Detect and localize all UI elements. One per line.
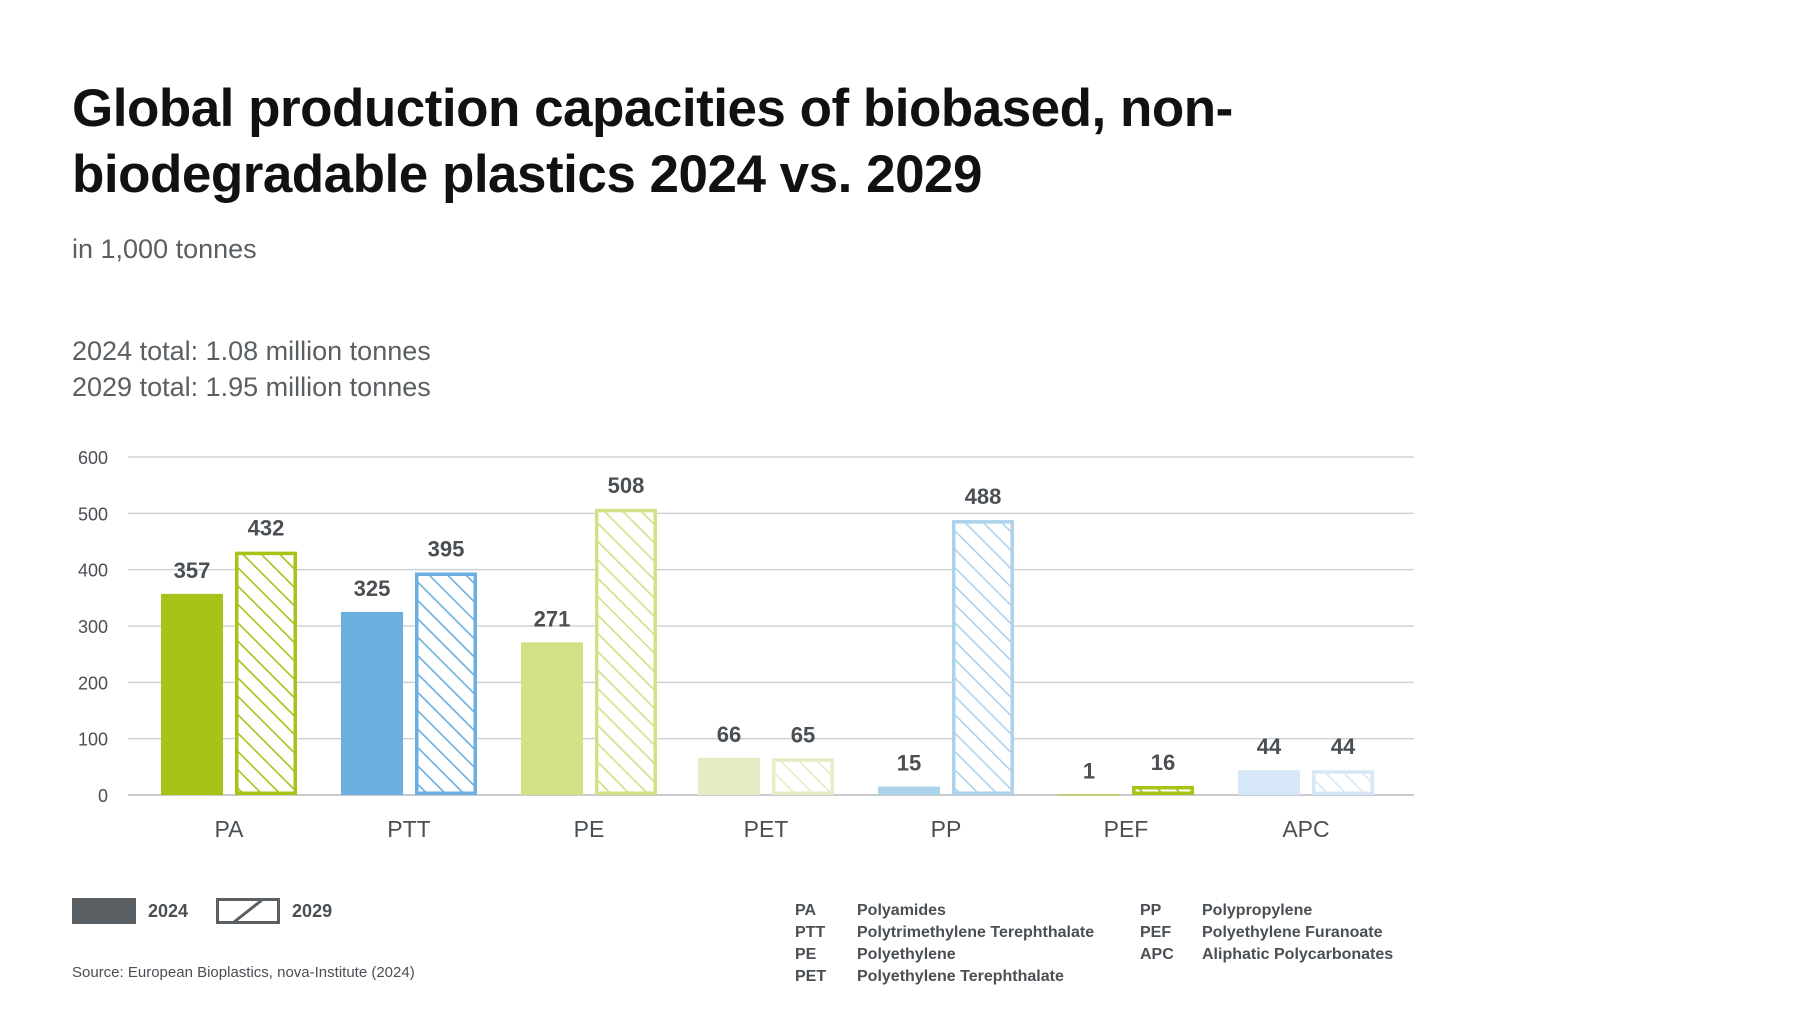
abbr-code: PP <box>1140 902 1162 919</box>
data-labels: 357 432 325 395 271 508 66 65 15 488 1 16 44 44 <box>174 473 1356 784</box>
bar-2029-pe <box>595 508 657 795</box>
legend-label-2024: 2024 <box>148 900 189 921</box>
y-tick-label: 400 <box>78 561 108 581</box>
data-label-2029-pa: 432 <box>248 516 285 541</box>
abbr-row: PTT Polytrimethylene Terephthalate <box>795 922 1094 944</box>
abbr-name: Polyethylene Terephthalate <box>857 968 1064 985</box>
abbreviations-right: PP Polypropylene PEF Polyethylene Furanoat… <box>1140 900 1393 966</box>
y-axis-ticks: 0 100 200 300 400 500 600 <box>78 448 108 806</box>
abbr-name: Polypropylene <box>1202 902 1313 919</box>
data-label-2024-pa: 357 <box>174 558 211 583</box>
abbr-row: PEF Polyethylene Furanoate <box>1140 922 1393 944</box>
bars <box>161 508 1374 796</box>
bar-2024-pet <box>698 757 760 795</box>
y-tick-label: 0 <box>98 786 108 806</box>
bar-2024-pa <box>161 593 223 795</box>
bar-2024-pef <box>1058 794 1120 796</box>
x-tick-label-pp: PP <box>931 816 962 842</box>
data-label-2029-apc: 44 <box>1331 734 1356 759</box>
data-label-2024-apc: 44 <box>1257 734 1282 759</box>
x-axis-ticks: PA PTT PE PET PP PEF APC <box>215 816 1330 842</box>
data-label-2024-pp: 15 <box>897 751 921 776</box>
bar-2029-pa <box>235 551 297 796</box>
abbr-row: PP Polypropylene <box>1140 900 1393 922</box>
x-tick-label-pet: PET <box>744 816 789 842</box>
bar-2029-apc <box>1312 770 1374 795</box>
y-tick-label: 300 <box>78 617 108 637</box>
legend-item-2029: 2029 <box>216 898 332 924</box>
legend-label-2029: 2029 <box>292 900 333 921</box>
abbr-code: PE <box>795 946 817 963</box>
abbr-name: Aliphatic Polycarbonates <box>1202 946 1394 963</box>
bar-2029-pet <box>772 758 834 796</box>
chart-subtitle: in 1,000 tonnes <box>72 234 257 264</box>
bar-2029-pp <box>952 520 1014 795</box>
data-label-2024-pet: 66 <box>717 722 741 747</box>
data-label-2024-pef: 1 <box>1083 758 1095 783</box>
y-tick-label: 500 <box>78 504 108 524</box>
x-tick-label-pa: PA <box>215 816 245 842</box>
data-label-2024-pe: 271 <box>534 606 571 631</box>
bar-2024-pe <box>521 642 583 795</box>
x-tick-label-apc: APC <box>1282 816 1329 842</box>
abbreviations-left: PA Polyamides PTT Polytrimethylene Terepht… <box>795 900 1094 988</box>
legend: 2024 2029 <box>72 896 360 926</box>
legend-item-2024: 2024 <box>72 898 188 924</box>
chart-title: Global production capacities of biobased… <box>72 79 1233 204</box>
legend-swatch-2029 <box>216 898 281 924</box>
abbr-code: PET <box>795 968 827 985</box>
y-tick-label: 600 <box>78 448 108 468</box>
abbr-name: Polyethylene <box>857 946 956 963</box>
abbr-row: PA Polyamides <box>795 900 1094 922</box>
source-note: Source: European Bioplastics, nova-Insti… <box>72 964 415 981</box>
y-tick-label: 100 <box>78 730 108 750</box>
y-tick-label: 200 <box>78 673 108 693</box>
abbr-code: PTT <box>795 924 826 941</box>
totals-block: 2024 total: 1.08 million tonnes 2029 tot… <box>72 333 431 405</box>
abbr-name: Polyamides <box>857 902 946 919</box>
abbr-code: PA <box>795 902 817 919</box>
abbr-code: APC <box>1140 946 1174 963</box>
data-label-2029-ptt: 395 <box>428 536 465 561</box>
data-label-2029-pef: 16 <box>1151 750 1175 775</box>
total-2024: 2024 total: 1.08 million tonnes <box>72 336 431 366</box>
data-label-2024-ptt: 325 <box>354 576 391 601</box>
bar-2029-ptt <box>415 572 477 795</box>
total-2029: 2029 total: 1.95 million tonnes <box>72 372 431 402</box>
x-tick-label-ptt: PTT <box>387 816 430 842</box>
bar-2024-pp <box>878 786 940 795</box>
data-label-2029-pe: 508 <box>608 473 645 498</box>
bar-2024-apc <box>1238 770 1300 795</box>
abbr-row: APC Aliphatic Polycarbonates <box>1140 944 1393 966</box>
gridlines <box>128 456 1414 796</box>
bar-2029-pef <box>1132 785 1194 796</box>
data-label-2029-pp: 488 <box>965 484 1002 509</box>
data-label-2029-pet: 65 <box>791 722 815 747</box>
x-tick-label-pef: PEF <box>1104 816 1149 842</box>
abbr-name: Polyethylene Furanoate <box>1202 924 1383 941</box>
abbr-row: PE Polyethylene <box>795 944 1094 966</box>
abbr-code: PEF <box>1140 924 1172 941</box>
x-tick-label-pe: PE <box>574 816 605 842</box>
legend-swatch-2024 <box>72 898 136 924</box>
abbr-name: Polytrimethylene Terephthalate <box>857 924 1095 941</box>
abbr-row: PET Polyethylene Terephthalate <box>795 966 1094 988</box>
bar-2024-ptt <box>341 611 403 795</box>
